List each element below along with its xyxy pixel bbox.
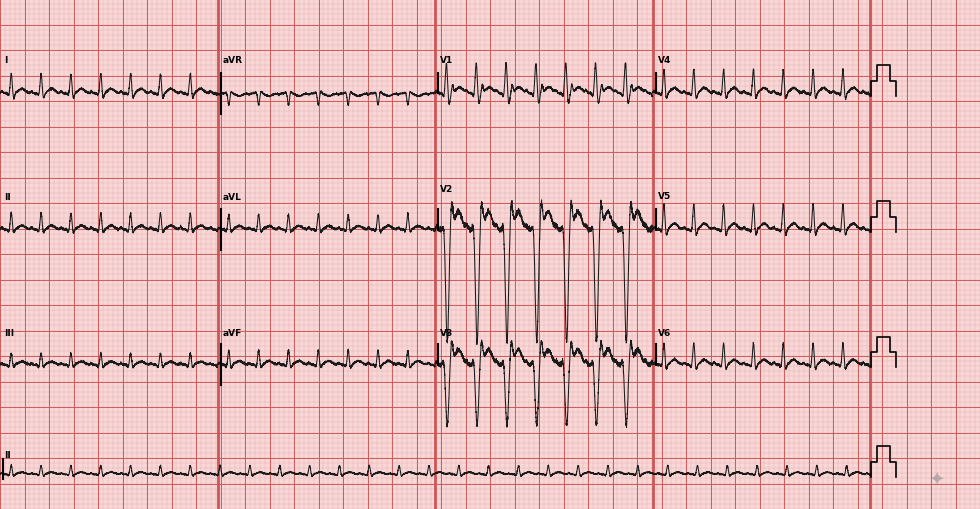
Text: ✦: ✦ [928, 468, 944, 487]
Text: aVR: aVR [222, 55, 242, 65]
Text: II: II [4, 193, 11, 202]
Text: V4: V4 [658, 55, 671, 65]
Text: II: II [4, 450, 11, 459]
Text: V1: V1 [440, 55, 454, 65]
Text: I: I [4, 55, 7, 65]
Text: V5: V5 [658, 191, 671, 201]
Text: V3: V3 [440, 328, 454, 337]
Text: aVL: aVL [222, 193, 241, 202]
Text: aVF: aVF [222, 328, 242, 337]
Text: III: III [4, 328, 14, 337]
Text: V6: V6 [658, 328, 671, 337]
Text: V2: V2 [440, 184, 454, 193]
